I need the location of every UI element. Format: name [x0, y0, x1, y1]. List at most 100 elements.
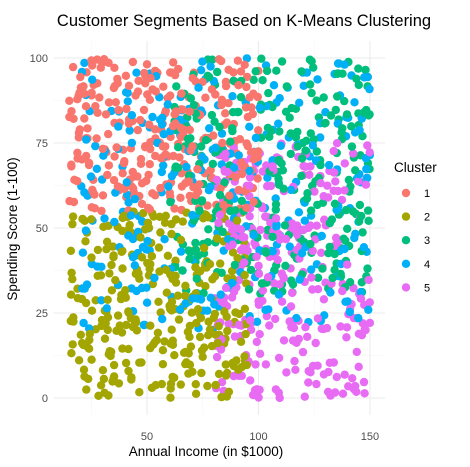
data-point-cluster-1	[124, 81, 134, 91]
data-point-cluster-4	[80, 58, 89, 68]
data-point-cluster-3	[306, 206, 316, 215]
data-point-cluster-3	[363, 264, 372, 273]
data-point-cluster-4	[274, 119, 283, 128]
data-point-cluster-3	[363, 206, 373, 215]
data-point-cluster-2	[240, 271, 249, 280]
data-point-cluster-2	[76, 330, 86, 339]
data-point-cluster-2	[205, 260, 215, 269]
data-point-cluster-1	[218, 138, 227, 148]
data-point-cluster-1	[217, 56, 226, 66]
data-point-cluster-1	[159, 82, 168, 91]
legend-label-2: 2	[424, 212, 430, 224]
data-point-cluster-5	[310, 187, 319, 196]
data-point-cluster-2	[79, 340, 88, 350]
data-point-cluster-5	[290, 356, 299, 366]
data-point-cluster-4	[316, 133, 325, 142]
data-point-cluster-3	[204, 225, 213, 234]
data-point-cluster-2	[203, 381, 212, 391]
data-point-cluster-5	[234, 320, 244, 330]
data-point-cluster-2	[167, 297, 177, 306]
data-point-cluster-4	[132, 68, 141, 77]
data-point-cluster-1	[77, 155, 87, 164]
data-point-cluster-5	[229, 287, 239, 296]
data-point-cluster-2	[145, 264, 154, 274]
data-point-cluster-1	[233, 56, 243, 65]
data-point-cluster-3	[186, 94, 196, 103]
data-point-cluster-5	[258, 296, 267, 306]
data-point-cluster-5	[256, 225, 265, 235]
data-point-cluster-5	[364, 275, 373, 285]
data-point-cluster-3	[236, 93, 246, 102]
data-point-cluster-5	[354, 329, 364, 338]
data-point-cluster-1	[211, 90, 220, 99]
data-point-cluster-3	[305, 80, 315, 89]
data-point-cluster-4	[345, 307, 354, 317]
data-point-cluster-1	[156, 183, 165, 193]
data-point-cluster-4	[102, 304, 112, 313]
data-point-cluster-4	[159, 161, 168, 170]
data-point-cluster-2	[198, 352, 207, 361]
data-point-cluster-5	[319, 370, 329, 379]
data-point-cluster-3	[331, 105, 340, 115]
data-point-cluster-4	[272, 222, 281, 231]
data-point-cluster-3	[307, 88, 316, 98]
data-point-cluster-5	[337, 195, 347, 205]
data-point-cluster-2	[154, 243, 164, 252]
data-point-cluster-2	[107, 260, 116, 270]
data-point-cluster-2	[85, 329, 95, 339]
data-point-cluster-4	[263, 173, 272, 182]
data-point-cluster-1	[84, 160, 94, 170]
data-point-cluster-5	[319, 295, 329, 304]
data-point-cluster-4	[97, 296, 106, 305]
data-point-cluster-3	[354, 217, 364, 226]
data-point-cluster-1	[99, 55, 109, 64]
data-point-cluster-1	[141, 79, 150, 88]
data-point-cluster-5	[291, 365, 300, 374]
data-point-cluster-1	[146, 144, 155, 154]
data-point-cluster-3	[226, 206, 235, 216]
data-point-cluster-3	[333, 92, 342, 101]
data-point-cluster-5	[245, 181, 254, 191]
data-point-cluster-5	[312, 221, 321, 230]
data-point-cluster-5	[271, 385, 281, 394]
data-point-cluster-1	[176, 123, 186, 133]
data-point-cluster-1	[80, 114, 89, 123]
data-point-cluster-2	[118, 226, 127, 236]
data-point-cluster-2	[214, 369, 224, 379]
data-point-cluster-4	[110, 217, 119, 227]
data-point-cluster-1	[163, 93, 172, 103]
data-point-cluster-5	[343, 260, 352, 269]
data-point-cluster-2	[216, 259, 225, 268]
data-point-cluster-2	[158, 360, 168, 369]
data-point-cluster-5	[306, 368, 315, 377]
data-point-cluster-3	[278, 166, 288, 175]
data-point-cluster-1	[229, 68, 238, 77]
data-point-cluster-5	[300, 392, 309, 401]
data-point-cluster-5	[252, 337, 261, 347]
data-point-cluster-4	[175, 305, 185, 314]
data-point-cluster-1	[80, 89, 89, 98]
data-point-cluster-3	[185, 171, 194, 180]
data-point-cluster-5	[273, 255, 282, 265]
data-point-cluster-1	[88, 61, 97, 70]
data-point-cluster-5	[255, 330, 264, 339]
data-point-cluster-2	[135, 274, 144, 283]
data-point-cluster-2	[187, 308, 197, 317]
data-point-cluster-5	[308, 246, 317, 256]
data-point-cluster-2	[111, 276, 120, 285]
data-point-cluster-3	[282, 82, 291, 91]
data-point-cluster-4	[100, 214, 109, 223]
data-point-cluster-5	[360, 389, 369, 398]
data-point-cluster-1	[133, 172, 142, 181]
data-point-cluster-3	[297, 171, 306, 181]
data-point-cluster-4	[268, 247, 278, 256]
data-point-cluster-4	[286, 185, 296, 195]
data-point-cluster-5	[248, 390, 258, 400]
data-point-cluster-4	[227, 278, 237, 288]
data-point-cluster-1	[69, 114, 78, 124]
data-point-cluster-1	[224, 98, 233, 108]
data-point-cluster-4	[167, 171, 177, 181]
data-point-cluster-1	[150, 125, 160, 134]
data-point-cluster-4	[228, 92, 237, 101]
data-point-cluster-2	[176, 380, 185, 389]
